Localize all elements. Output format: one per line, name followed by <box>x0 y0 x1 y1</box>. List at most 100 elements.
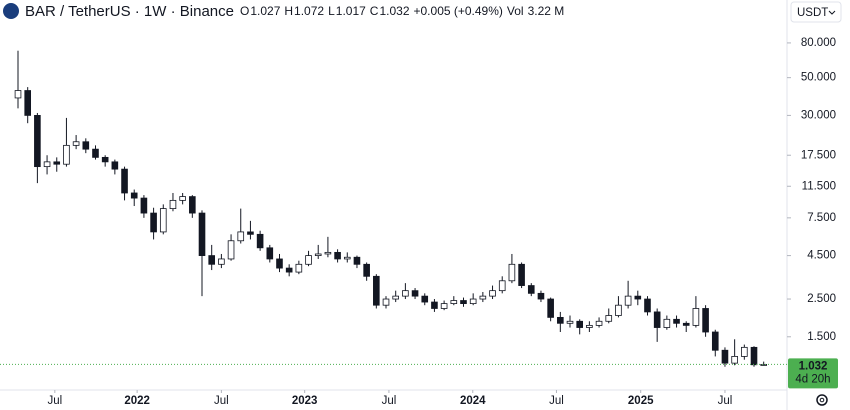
last-price-label: 1.032 <box>799 360 828 372</box>
gear-hub <box>819 397 825 403</box>
candle-body <box>53 161 61 165</box>
plot-area <box>14 50 768 367</box>
candle-body <box>518 263 525 286</box>
candle-body <box>711 331 719 351</box>
candle-body <box>605 315 613 322</box>
ohlc-value: 1.032 <box>379 4 409 18</box>
candle-body <box>382 298 390 306</box>
candle-body <box>527 285 535 294</box>
ohlc-value: 1.017 <box>336 4 366 18</box>
ohlc-label: H <box>284 4 293 18</box>
candle-body <box>440 303 448 309</box>
candle-body <box>198 212 206 256</box>
y-tick-label: 7.500 <box>807 212 836 224</box>
candle-body <box>34 115 41 168</box>
candle-body <box>150 212 157 233</box>
settings-button[interactable] <box>816 394 828 406</box>
candle-body <box>673 318 680 324</box>
candle-body <box>169 199 177 209</box>
ohlc-label: C <box>370 4 379 18</box>
volume-label: Vol <box>507 4 524 18</box>
candle-body <box>285 267 293 273</box>
candle-body <box>276 258 283 269</box>
currency-box[interactable] <box>790 1 842 23</box>
candle-body <box>460 300 467 305</box>
candle-body <box>421 295 429 303</box>
candle-body <box>72 141 80 146</box>
y-tick-label: 2.500 <box>807 293 836 305</box>
x-tick-label: Jul <box>549 395 564 407</box>
x-tick-label: Jul <box>214 395 229 407</box>
candle-body <box>343 256 351 260</box>
candle-body <box>14 90 22 99</box>
candle-body <box>92 148 99 158</box>
y-tick-label: 80.000 <box>801 37 836 49</box>
currency-label[interactable]: USDT <box>797 7 828 19</box>
candle-body <box>595 320 603 326</box>
x-tick-label: 2025 <box>628 395 654 407</box>
candle-body <box>450 300 458 305</box>
x-tick-label: Jul <box>382 395 397 407</box>
y-tick-label: 1.500 <box>807 331 836 343</box>
candle-body <box>189 196 196 214</box>
x-tick-label: Jul <box>47 395 62 407</box>
price-change: +0.005 (+0.49%) <box>414 4 503 18</box>
y-tick-label: 50.000 <box>801 72 836 84</box>
candle-body <box>653 311 661 328</box>
candle-body <box>121 168 128 194</box>
last-price-box <box>788 358 838 389</box>
y-tick-label: 11.500 <box>802 180 836 192</box>
candle-body <box>402 290 409 297</box>
candle-body <box>392 295 400 300</box>
x-tick-label: 2024 <box>460 395 486 407</box>
candle-body <box>663 318 671 328</box>
ohlc-value: 1.072 <box>294 4 324 18</box>
candle-body <box>24 90 32 116</box>
candle-body <box>247 231 254 235</box>
currency-button[interactable]: USDT <box>790 1 842 23</box>
candle-body <box>702 308 709 333</box>
candle-body <box>692 308 700 326</box>
candle-body <box>179 196 186 201</box>
candle-body <box>295 263 303 273</box>
candle-body <box>130 192 138 199</box>
candle-body <box>227 240 235 260</box>
candle-body <box>266 247 274 260</box>
candle-body <box>363 263 370 277</box>
candle-body <box>237 231 245 242</box>
candle-body <box>731 356 738 364</box>
symbol-title[interactable]: BAR / TetherUS · 1W · Binance <box>25 3 234 20</box>
candle-body <box>63 144 70 165</box>
chevron <box>828 10 836 15</box>
candle-body <box>373 275 380 306</box>
candle-body <box>411 290 419 297</box>
candle-body <box>576 320 584 328</box>
candle-body <box>557 316 564 324</box>
candle-body <box>498 280 506 292</box>
symbol-icon <box>3 3 19 19</box>
volume-value: 3.22 M <box>528 4 565 18</box>
candle-body <box>305 255 312 265</box>
x-tick-label: 2023 <box>292 395 318 407</box>
candle-body <box>508 263 516 282</box>
candle-body <box>586 324 593 328</box>
gear-icon[interactable] <box>816 394 828 406</box>
candle-body <box>760 364 768 366</box>
candle-body <box>431 301 438 309</box>
candle-body <box>82 141 90 150</box>
x-tick-label: 2022 <box>124 395 150 407</box>
candle-body <box>140 197 148 214</box>
candle-body <box>479 295 487 300</box>
candle-body <box>324 251 332 255</box>
ohlc-value: 1.027 <box>250 4 280 18</box>
candle-body <box>615 304 622 316</box>
ohlc-label: O <box>240 4 249 18</box>
candle-body <box>644 298 651 313</box>
candle-body <box>624 295 632 306</box>
candle-body <box>721 349 729 364</box>
candle-body <box>111 161 119 170</box>
candle-body <box>43 161 51 168</box>
candle-body <box>489 290 496 297</box>
